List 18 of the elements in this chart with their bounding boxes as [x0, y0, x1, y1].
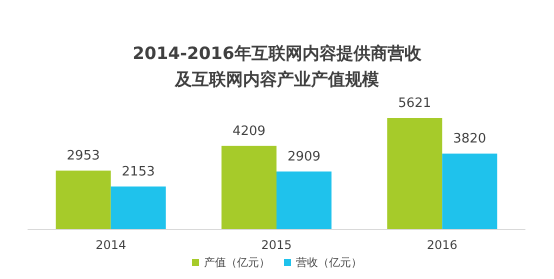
bar	[442, 154, 498, 229]
data-label: 5621	[398, 96, 432, 111]
x-tick-label: 2015	[261, 238, 292, 252]
data-label: 4209	[232, 124, 266, 139]
data-label: 3820	[453, 132, 486, 147]
data-label: 2153	[122, 164, 155, 180]
bar	[276, 172, 332, 229]
legend-label: 营收（亿元）	[296, 256, 362, 269]
data-label: 2909	[287, 150, 321, 165]
data-label: 2953	[66, 148, 100, 164]
legend-label: 产值（亿元）	[204, 256, 270, 269]
x-tick-label: 2016	[426, 238, 458, 252]
x-tick-label: 2014	[96, 238, 126, 252]
bar	[110, 186, 166, 229]
chart-title: 2014-2016年互联网内容提供商营收及互联网内容产业产值规模	[132, 44, 422, 90]
bar	[222, 146, 276, 229]
bar	[387, 118, 442, 229]
bar	[56, 170, 111, 229]
